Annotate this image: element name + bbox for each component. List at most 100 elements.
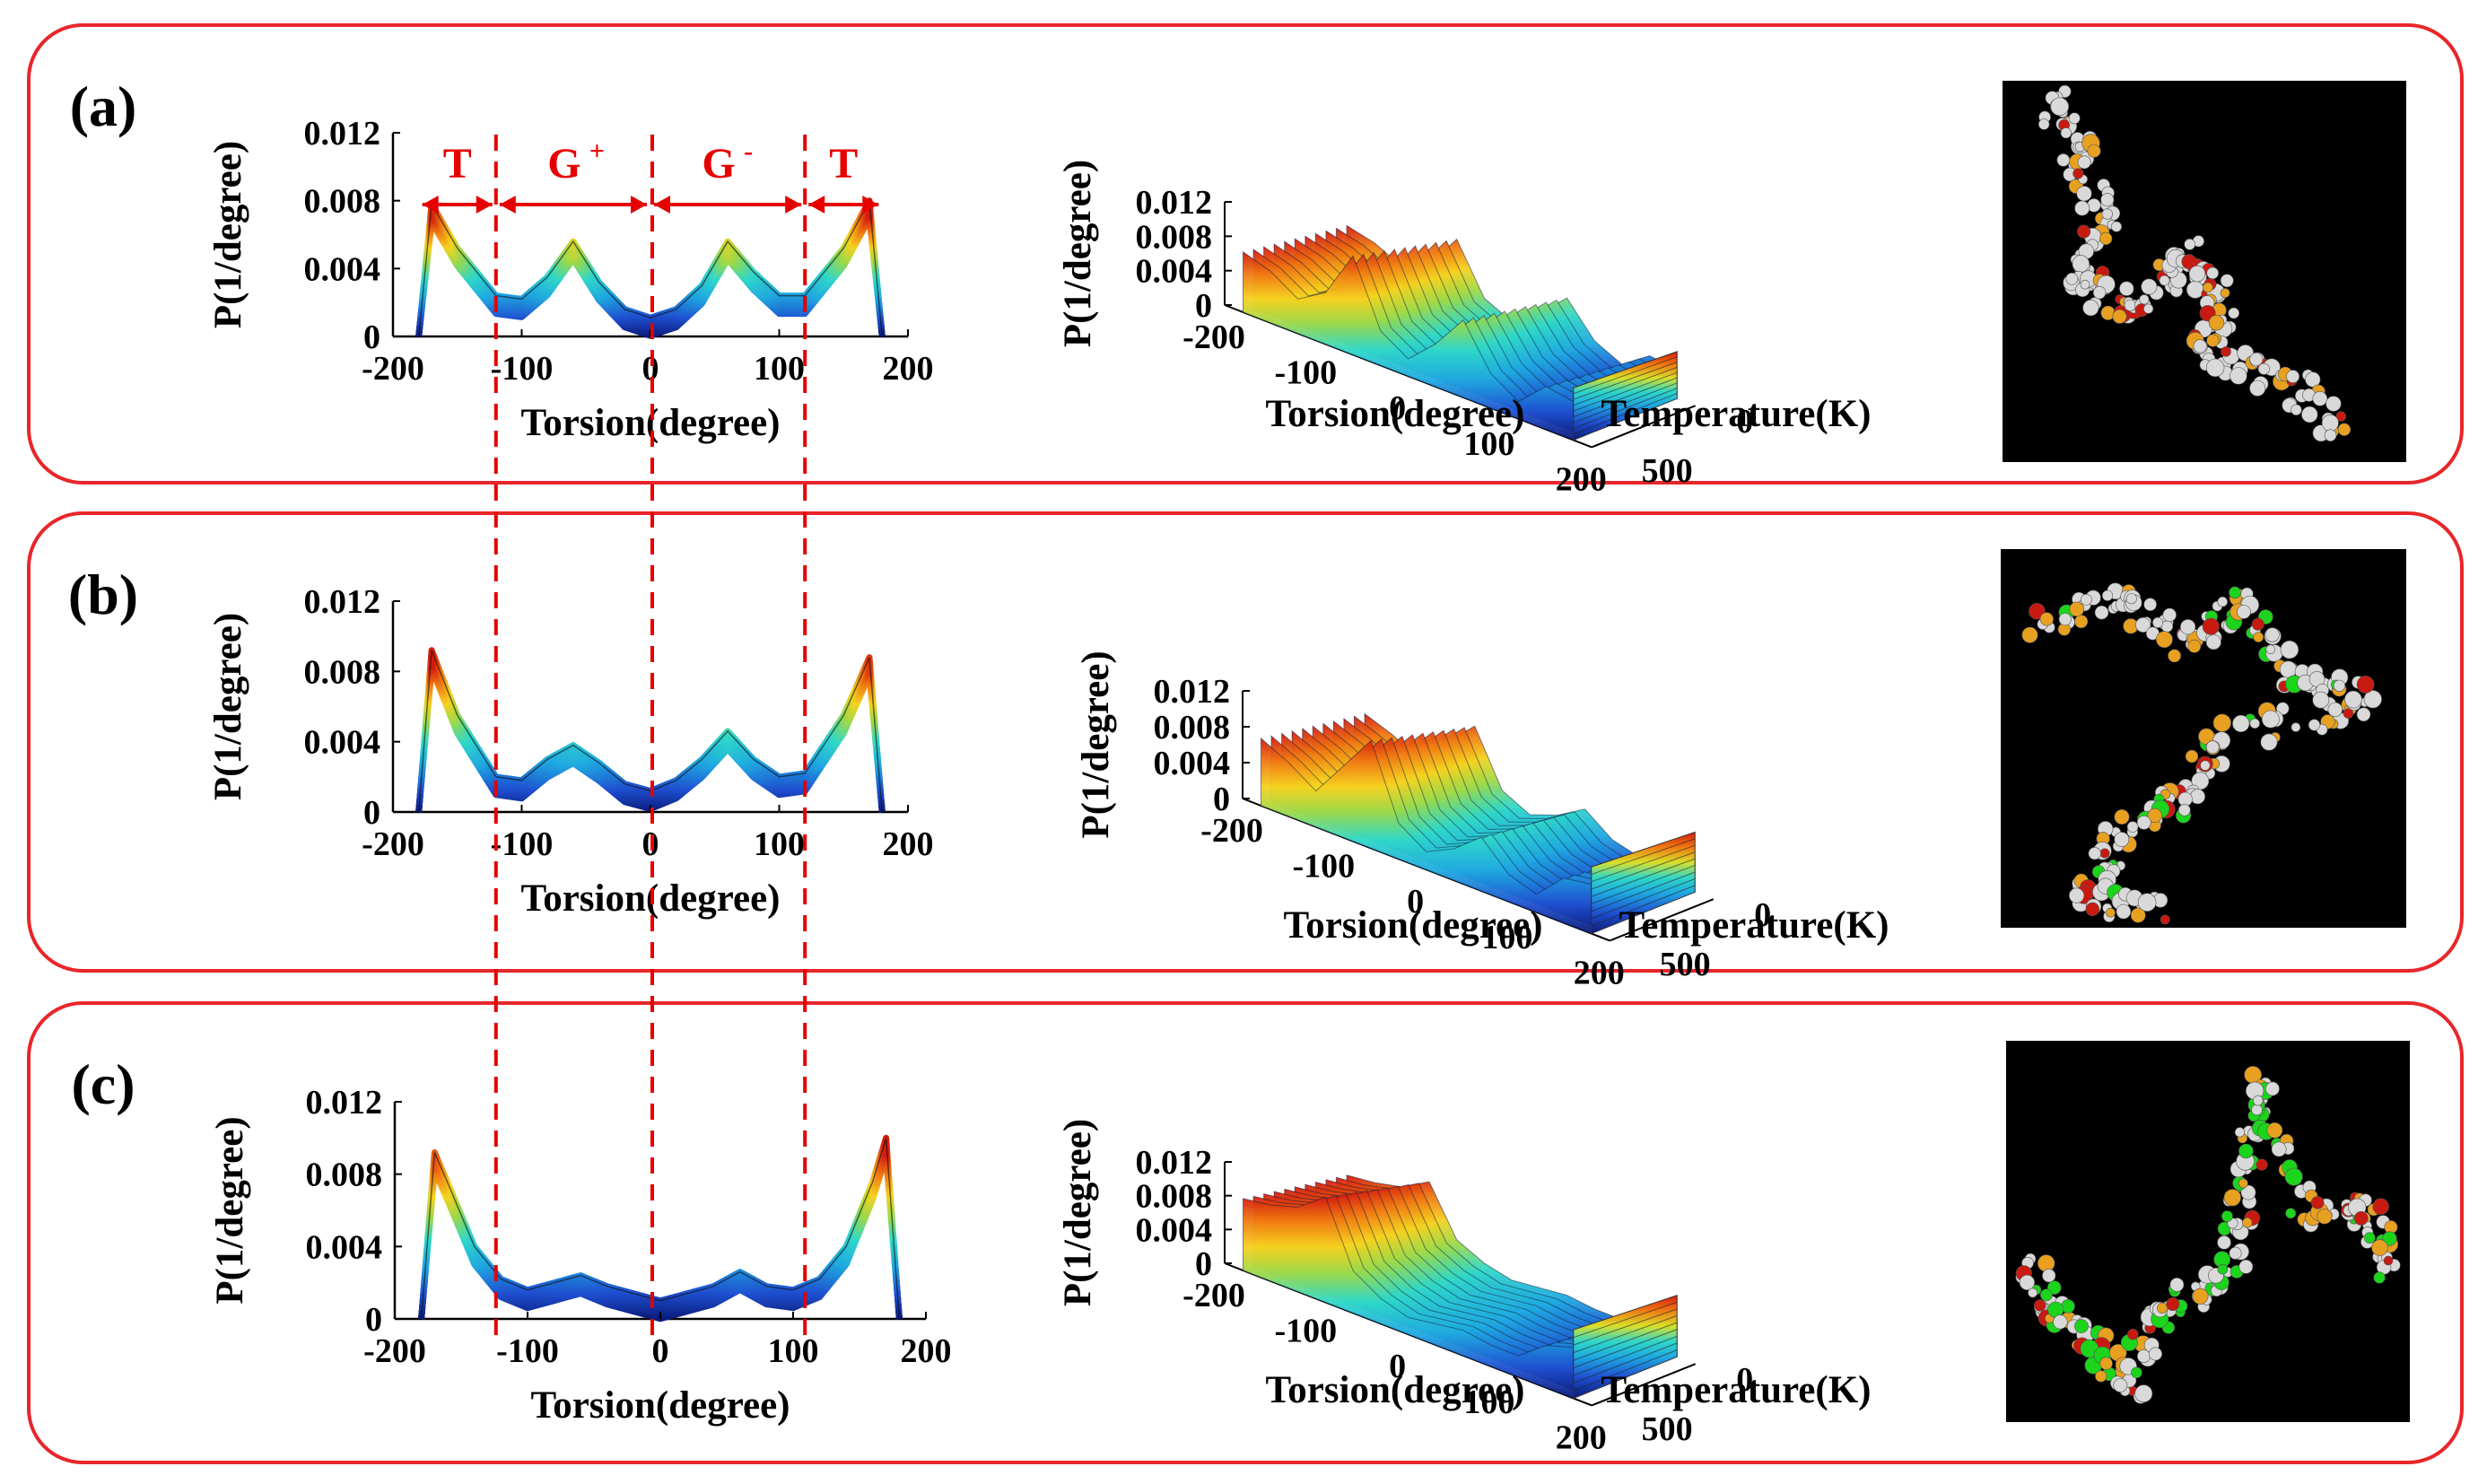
region-arrowhead-left [422, 196, 439, 214]
x-tick-label: 100 [1463, 1384, 1514, 1421]
y-tick-label: 0.012 [304, 583, 381, 621]
atom [2168, 649, 2181, 663]
atom [2308, 719, 2321, 731]
wall-band-line [1573, 377, 1678, 418]
atom [2181, 254, 2197, 270]
atom [2333, 679, 2345, 692]
atom [2088, 847, 2101, 860]
x-axis-title: Torsion(degree) [1265, 1369, 1524, 1411]
atom [2190, 789, 2206, 805]
y-axis-title: P(1/degree) [207, 141, 249, 328]
atom [2326, 396, 2342, 412]
panel-label-a: (a) [70, 74, 137, 138]
x-tick-label: -200 [362, 825, 424, 863]
x-tick-label: 0 [642, 350, 659, 388]
atom [2237, 605, 2251, 619]
y-axis-title: P(1/degree) [209, 1116, 251, 1304]
x-tick-label: -100 [1274, 354, 1337, 392]
atom [2266, 1122, 2283, 1139]
wall-band-line [1573, 392, 1678, 435]
atom [2335, 411, 2347, 422]
torsion-temperature-surface-b: 00.0040.0080.012-200-10001002000500Torsi… [1075, 650, 1889, 991]
atom [2060, 127, 2072, 139]
atom [2286, 370, 2299, 383]
y-tick-label: 0 [363, 794, 380, 832]
atom [2019, 1274, 2035, 1290]
atom [2353, 1211, 2369, 1226]
atom [2249, 380, 2266, 397]
atom [2305, 371, 2321, 388]
atom [2028, 1288, 2038, 1298]
atom [2221, 346, 2231, 357]
wall-band-line [1591, 838, 1696, 875]
y-tick-label: 0.012 [1136, 1144, 1213, 1182]
atom [2238, 1143, 2254, 1159]
y-tick-label: 0.008 [1154, 709, 1231, 746]
atom [2232, 714, 2250, 733]
atom [2206, 334, 2220, 347]
t-tick-label: 500 [1642, 1410, 1693, 1448]
atom [2149, 1347, 2163, 1361]
atom [2253, 632, 2264, 642]
torsion-distribution-2d-b: 00.0040.0080.012-200-1000100200Torsion(d… [207, 583, 934, 920]
y-tick-label: 0.008 [306, 1157, 383, 1194]
x-tick-label: 100 [768, 1332, 819, 1370]
wall-band-line [1591, 858, 1696, 897]
atom [2240, 1184, 2256, 1200]
polymer-chain-green-dense-image [2006, 1041, 2410, 1422]
x-tick-label: -100 [491, 350, 554, 388]
atom [2095, 1370, 2107, 1383]
x-axis-title: Torsion(degree) [1283, 904, 1542, 947]
atom [2101, 589, 2114, 601]
atom [2203, 282, 2213, 293]
atom [2050, 97, 2069, 117]
atom [2160, 914, 2170, 925]
atom [2077, 155, 2091, 170]
atom [2373, 1271, 2386, 1284]
atom [2074, 1319, 2089, 1333]
y-tick-label: 0.012 [304, 115, 381, 153]
panel-frame-a [27, 23, 2464, 484]
atom [2074, 200, 2090, 216]
atom [2072, 168, 2084, 179]
atom [2074, 615, 2089, 629]
atom [2056, 153, 2071, 167]
atom [2135, 616, 2151, 633]
region-arrowhead-left [808, 196, 825, 214]
atom [2039, 612, 2054, 626]
y-axis-title: P(1/degree) [207, 613, 249, 800]
t-axis-title: Temperature(K) [1601, 1369, 1872, 1411]
wall-band-line [1573, 1349, 1678, 1392]
atom [2205, 634, 2221, 650]
atom [2257, 362, 2270, 375]
panel-label-b: (b) [68, 563, 138, 626]
atom [2220, 274, 2234, 288]
x-tick-label: -100 [496, 1332, 559, 1370]
x-tick-label: 200 [901, 1332, 952, 1370]
atom [2169, 1278, 2185, 1292]
t-axis-line [1591, 405, 1697, 449]
atom [2069, 887, 2085, 903]
y-tick-label: 0.008 [1136, 1178, 1213, 1216]
atom [2291, 722, 2301, 732]
y-tick-label: 0.008 [304, 183, 381, 221]
atom [2029, 603, 2046, 620]
atom [2260, 733, 2278, 751]
atom [2261, 710, 2280, 729]
torsion-temperature-surface-a: 00.0040.0080.012-200-10001002000500Torsi… [1057, 160, 1871, 499]
atom [2217, 1263, 2229, 1275]
atom [2094, 605, 2109, 620]
atom [2312, 691, 2330, 709]
atom [2344, 690, 2362, 709]
t-axis-title: Temperature(K) [1619, 904, 1889, 947]
panel-frame-b [27, 511, 2464, 973]
atom [2114, 832, 2130, 848]
region-arrowhead-left [499, 196, 516, 214]
atom [2160, 620, 2174, 633]
y-axis-title: P(1/degree) [1057, 1119, 1099, 1306]
x-tick-label: 200 [883, 825, 934, 863]
atom [2080, 279, 2090, 290]
region-label: T [443, 140, 472, 188]
atom [2124, 299, 2136, 311]
atom [2301, 406, 2318, 423]
